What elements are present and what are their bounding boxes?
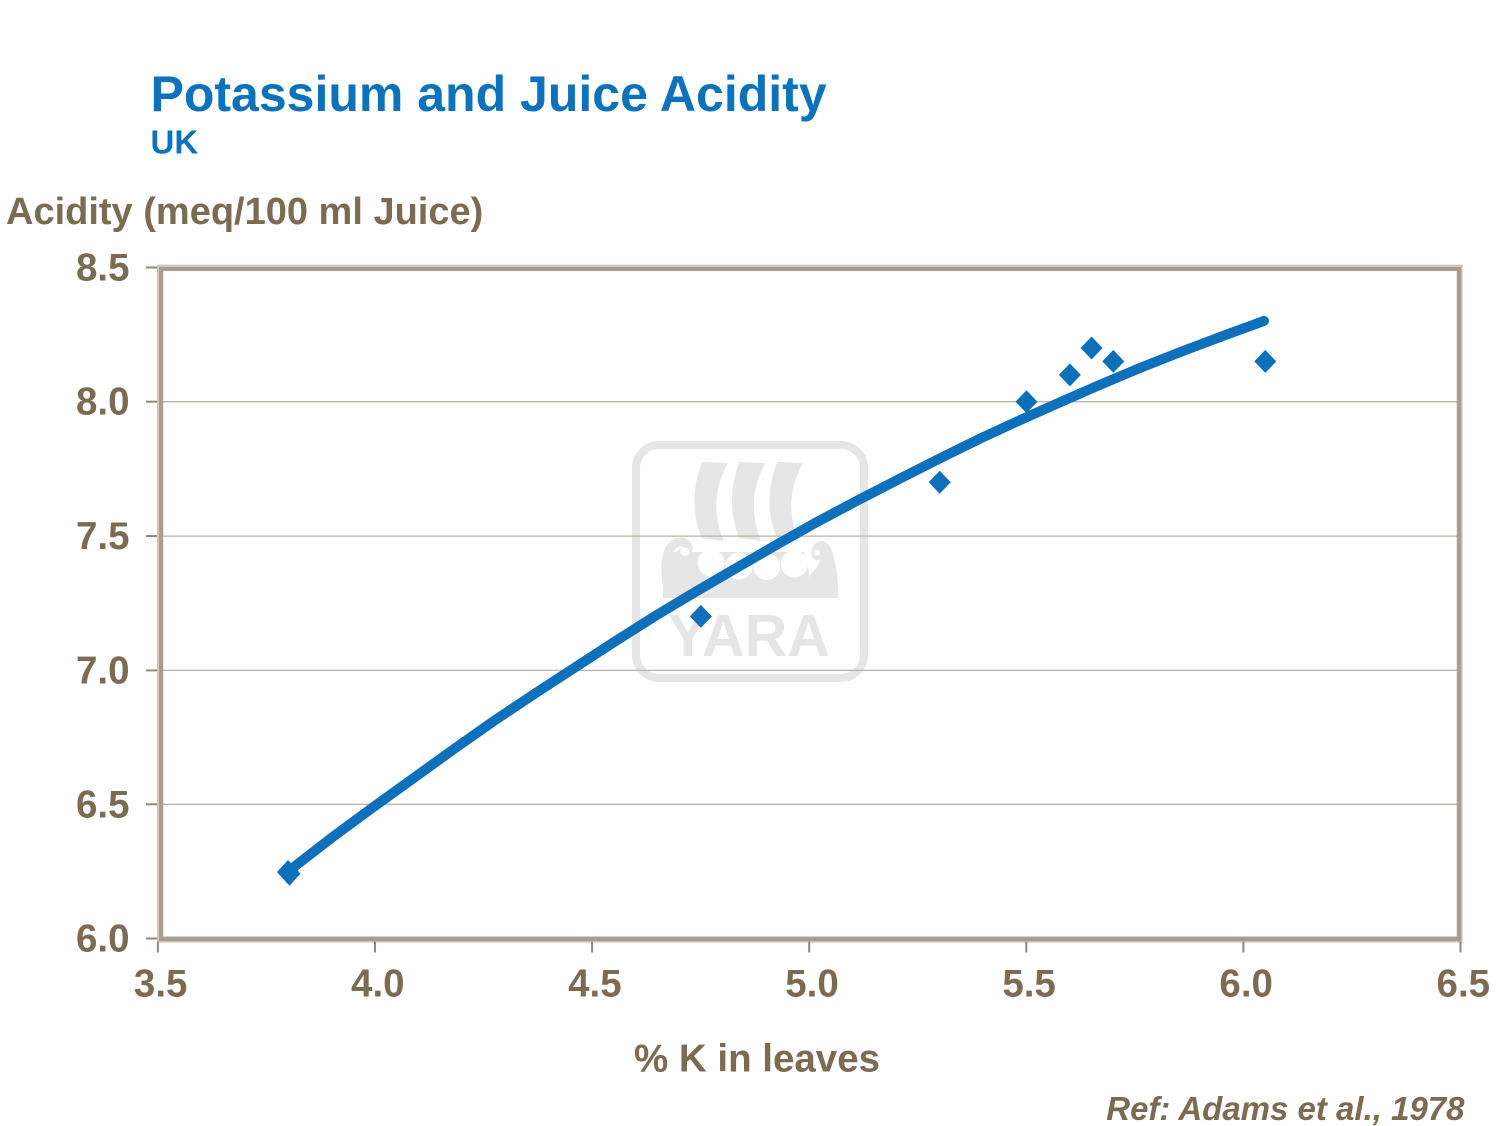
svg-text:UK: UK	[151, 124, 199, 161]
svg-text:7.5: 7.5	[76, 515, 130, 558]
svg-text:YARA: YARA	[668, 603, 830, 669]
svg-text:6.0: 6.0	[1219, 963, 1273, 1006]
svg-text:5.0: 5.0	[785, 963, 839, 1006]
svg-text:3.5: 3.5	[134, 963, 188, 1006]
svg-text:5.5: 5.5	[1002, 963, 1056, 1006]
svg-text:4.0: 4.0	[351, 963, 405, 1006]
svg-text:4.5: 4.5	[568, 963, 622, 1006]
svg-text:6.0: 6.0	[76, 918, 130, 961]
svg-text:% K in leaves: % K in leaves	[634, 1038, 880, 1081]
svg-text:6.5: 6.5	[1437, 963, 1491, 1006]
svg-text:8.5: 8.5	[76, 247, 130, 290]
svg-text:Acidity (meq/100 ml Juice): Acidity (meq/100 ml Juice)	[6, 191, 483, 233]
svg-text:8.0: 8.0	[76, 381, 130, 424]
svg-text:6.5: 6.5	[76, 783, 130, 826]
svg-text:Potassium and Juice Acidity: Potassium and Juice Acidity	[151, 66, 827, 122]
svg-text:7.0: 7.0	[76, 649, 130, 692]
svg-text:Ref: Adams et al., 1978: Ref: Adams et al., 1978	[1106, 1090, 1465, 1126]
